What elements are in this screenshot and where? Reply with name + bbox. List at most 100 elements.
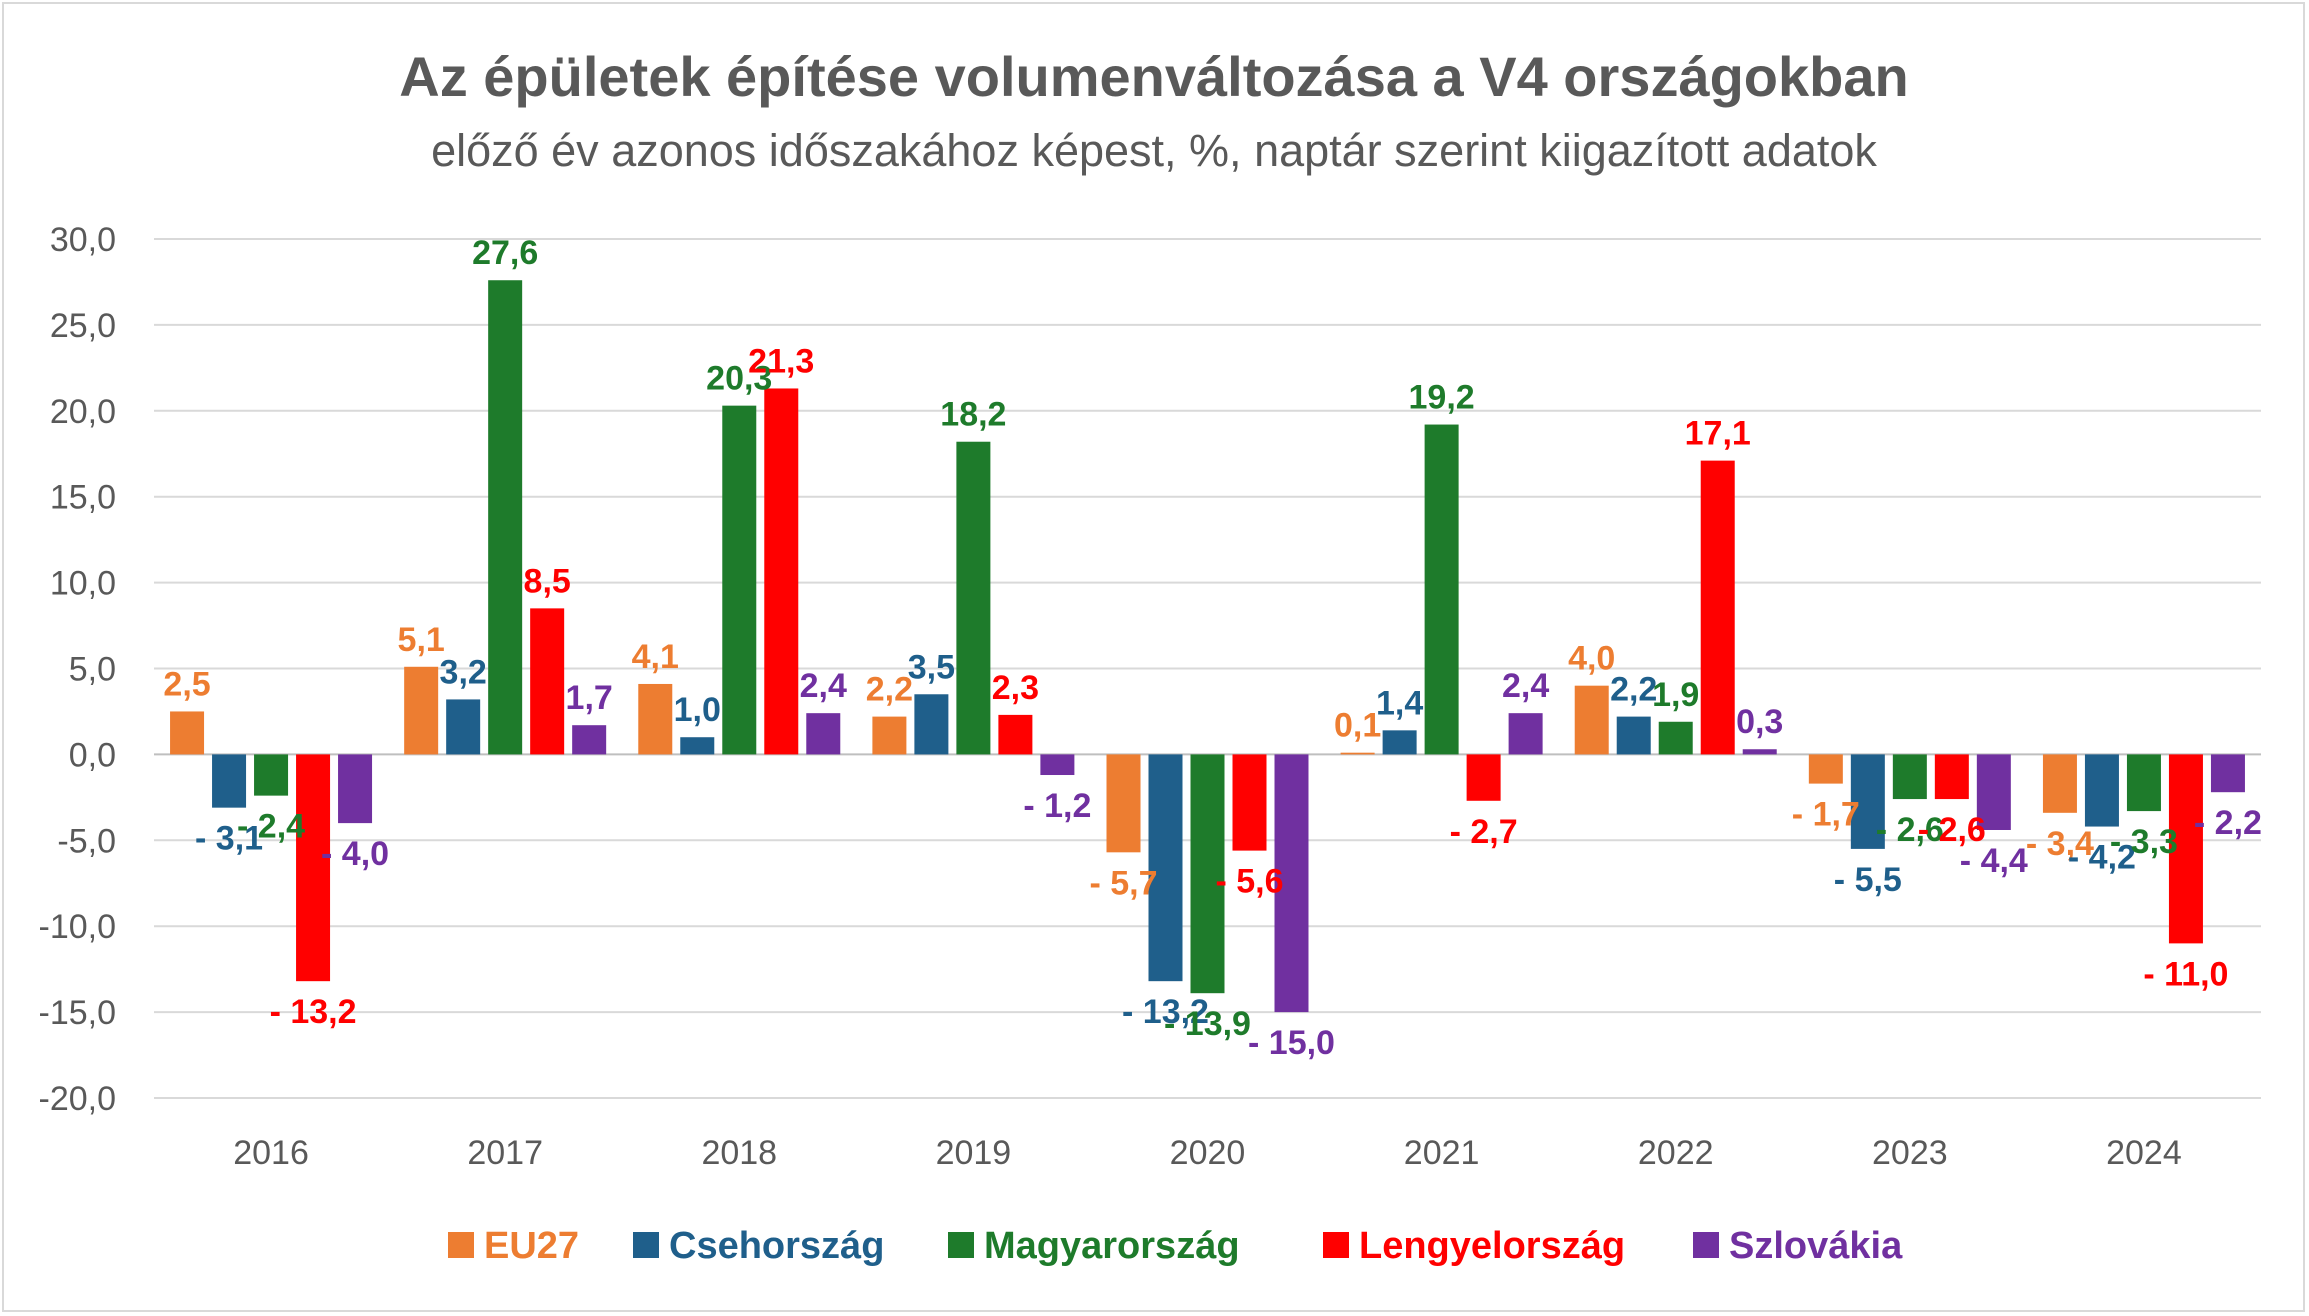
data-label: 0,1 (1334, 707, 1381, 745)
data-label: - 4,0 (321, 835, 389, 873)
legend-entry: Csehország (669, 1225, 884, 1267)
chart-subtitle: előző év azonos időszakához képest, %, n… (431, 125, 1877, 176)
bar (338, 754, 373, 824)
y-tick-label: -20,0 (39, 1080, 117, 1118)
data-label: 20,3 (706, 360, 772, 398)
bar (170, 711, 205, 755)
data-label: 3,2 (440, 653, 487, 691)
data-label: - 1,7 (1792, 796, 1860, 834)
bar (446, 699, 481, 755)
bar (1340, 752, 1375, 755)
data-label: - 1,2 (1023, 787, 1091, 825)
data-label: - 2,6 (1876, 811, 1944, 849)
data-label: 2,4 (800, 667, 847, 705)
y-tick-label: 10,0 (50, 565, 116, 603)
data-label: 2,2 (1610, 671, 1657, 709)
data-label: 2,4 (1502, 667, 1549, 705)
bar (1508, 713, 1543, 755)
y-tick-label: 5,0 (69, 651, 116, 689)
bar-chart: Az épületek építése volumenváltozása a V… (39, 45, 2262, 1267)
bar (1274, 754, 1309, 1013)
data-label: 4,1 (632, 638, 679, 676)
y-tick-label: -5,0 (57, 822, 116, 860)
y-tick-label: 20,0 (50, 393, 116, 431)
bar (1148, 754, 1183, 982)
data-label: - 5,6 (1215, 863, 1283, 901)
legend-swatch (948, 1232, 974, 1258)
legend-swatch (1323, 1232, 1349, 1258)
bar (1850, 754, 1885, 849)
legend: EU27 Csehország Magyarország Lengyelország S… (448, 1225, 1903, 1267)
x-tick-label: 2024 (2106, 1134, 2182, 1172)
x-tick-label: 2016 (233, 1134, 309, 1172)
bar (1106, 754, 1141, 853)
data-label: 1,7 (566, 679, 613, 717)
bar (1658, 721, 1693, 755)
x-tick-label: 2019 (936, 1134, 1012, 1172)
bar (488, 280, 523, 755)
data-label: - 13,2 (1122, 993, 1209, 1031)
data-label: 21,3 (748, 342, 814, 380)
data-label: - 13,2 (270, 993, 357, 1031)
x-tick-label: 2023 (1872, 1134, 1948, 1172)
data-label: - 4,4 (1960, 842, 2028, 880)
bar (254, 754, 289, 796)
x-tick-label: 2022 (1638, 1134, 1714, 1172)
bar (1934, 754, 1969, 800)
data-label: 2,3 (992, 669, 1039, 707)
bar (1742, 749, 1777, 755)
data-label: - 2,6 (1918, 811, 1986, 849)
data-label: 0,3 (1736, 703, 1783, 741)
bar (1232, 754, 1267, 851)
bar (530, 608, 565, 755)
bar (1424, 424, 1459, 755)
bar (872, 716, 907, 755)
bars (170, 280, 2245, 1013)
bar (680, 737, 715, 755)
legend-entry: Magyarország (984, 1225, 1240, 1267)
bar (1190, 754, 1225, 994)
x-axis: 2016 2017 2018 2019 2020 2021 2022 2023 2024 (233, 1134, 2182, 1172)
data-label: - 2,4 (237, 808, 305, 846)
y-tick-label: -15,0 (39, 994, 117, 1032)
data-label: 19,2 (1409, 379, 1475, 417)
data-label: 5,1 (398, 621, 445, 659)
bar (2210, 754, 2245, 793)
data-label: 17,1 (1685, 415, 1751, 453)
bar (296, 754, 331, 982)
bar (764, 388, 799, 755)
bar (1808, 754, 1843, 784)
data-label: - 11,0 (2143, 955, 2228, 993)
data-label: - 5,7 (1089, 864, 1157, 902)
bar (1700, 460, 1735, 755)
bar (2126, 754, 2161, 812)
data-label: - 3,1 (195, 820, 263, 858)
bar (572, 725, 607, 755)
x-tick-label: 2021 (1404, 1134, 1480, 1172)
data-label: - 3,3 (2110, 823, 2178, 861)
y-tick-label: 15,0 (50, 479, 116, 517)
data-label: 8,5 (524, 562, 571, 600)
bar (1616, 716, 1651, 755)
legend-entry: Szlovákia (1729, 1225, 1903, 1267)
bar (638, 683, 673, 755)
y-tick-label: 30,0 (50, 221, 116, 259)
bar (2084, 754, 2119, 827)
data-label: 1,4 (1376, 684, 1423, 722)
bar (2168, 754, 2203, 944)
legend-swatch (633, 1232, 659, 1258)
bar (806, 713, 841, 755)
data-label: - 13,9 (1164, 1005, 1251, 1043)
x-tick-label: 2017 (467, 1134, 543, 1172)
legend-entry: Lengyelország (1359, 1225, 1625, 1267)
data-label: - 5,5 (1834, 861, 1902, 899)
bar (1574, 685, 1609, 755)
bar (404, 666, 439, 755)
legend-swatch (1693, 1232, 1719, 1258)
x-tick-label: 2018 (701, 1134, 777, 1172)
data-label: - 3,4 (2026, 825, 2094, 863)
legend-swatch (448, 1232, 474, 1258)
data-label: 4,0 (1568, 640, 1615, 678)
legend-entry: EU27 (484, 1225, 579, 1267)
bar (2042, 754, 2077, 813)
